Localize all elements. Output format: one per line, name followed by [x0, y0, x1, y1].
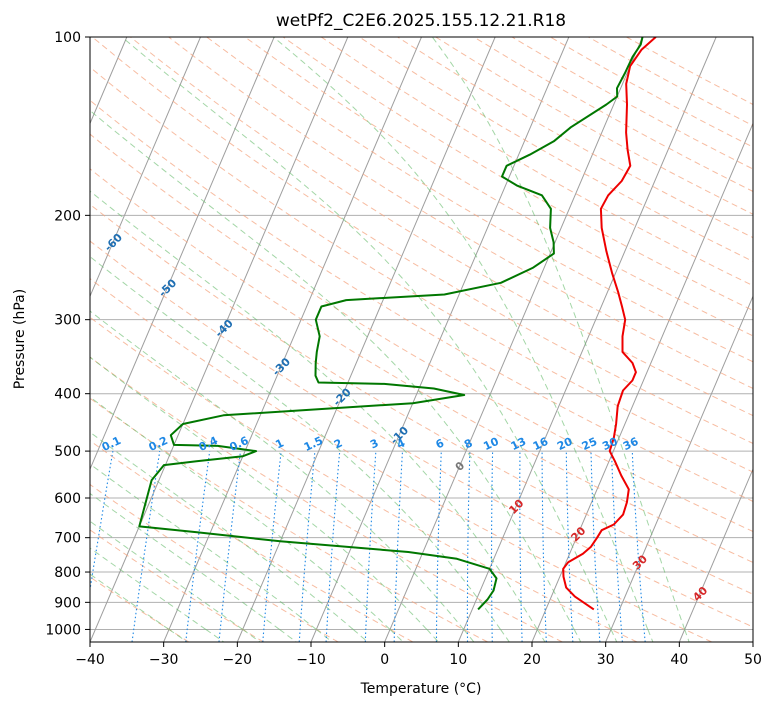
mixing-ratio-line: [467, 451, 470, 642]
isotherm-line: [385, 37, 643, 642]
isotherm-line: [753, 37, 775, 642]
mixing-ratio-line: [520, 451, 522, 642]
dry-adiabat: [359, 37, 775, 642]
isotherm-label: 40: [690, 584, 710, 604]
moist-adiabat: [353, 629, 368, 642]
isotherm-label: -50: [156, 276, 179, 299]
dry-adiabat: [0, 37, 562, 642]
mixing-ratio-label: 20: [555, 435, 575, 453]
x-tick-label: −30: [149, 652, 179, 668]
moist-adiabat: [206, 629, 224, 642]
x-tick-label: 20: [523, 652, 541, 668]
moist-adiabat: [243, 629, 261, 642]
mixing-ratio-line: [612, 451, 623, 642]
mixing-ratio-label: 25: [580, 435, 599, 453]
dry-adiabat: [169, 37, 775, 642]
isotherm-label: -30: [270, 355, 293, 378]
isotherm-line: [90, 37, 348, 642]
dry-adiabat: [0, 37, 189, 642]
dry-adiabat: [0, 37, 712, 642]
mixing-ratio-label: 16: [531, 435, 551, 453]
mixing-ratio-label: 3: [368, 436, 380, 451]
isotherm-label: 10: [506, 497, 526, 517]
x-tick-label: 10: [449, 652, 467, 668]
y-tick-label: 300: [54, 313, 81, 329]
mixing-ratio-label: 36: [621, 435, 641, 453]
moist-adiabat: [574, 629, 581, 642]
x-tick-label: −20: [223, 652, 253, 668]
dry-adiabat: [0, 37, 338, 642]
dry-adiabat: [92, 37, 775, 642]
x-tick-label: 0: [380, 652, 389, 668]
isotherm-label: 30: [630, 552, 650, 572]
y-tick-label: 400: [54, 387, 81, 403]
mixing-ratio-line: [436, 451, 441, 642]
dry-adiabat: [245, 37, 775, 642]
moist-adiabat: [274, 37, 648, 629]
dewpoint-line: [139, 37, 642, 609]
mixing-ratio-label: 1: [273, 436, 285, 451]
x-tick-label: −10: [296, 652, 326, 668]
isotherm-label: -80: [0, 142, 16, 165]
y-tick-label: 600: [54, 491, 81, 507]
isotherm-label: -70: [49, 181, 72, 204]
isotherm-line: [606, 37, 775, 642]
dry-adiabat: [512, 37, 775, 642]
moist-adiabat: [280, 629, 297, 642]
mixing-ratio-line: [632, 451, 645, 642]
mixing-ratio-line: [82, 451, 113, 642]
isotherm-label: 20: [568, 524, 588, 544]
moist-adiabat: [122, 37, 611, 629]
isotherm-label: -20: [331, 385, 354, 408]
mixing-ratio-line: [219, 451, 241, 642]
y-tick-label: 1000: [45, 622, 81, 638]
dry-adiabat: [0, 37, 413, 642]
moist-adiabat: [648, 629, 653, 642]
mixing-ratio-label: 30: [600, 435, 620, 453]
x-axis-label: Temperature (°C): [360, 681, 482, 697]
mixing-ratio-line: [566, 451, 573, 642]
dry-adiabat: [283, 37, 775, 642]
x-tick-label: −40: [75, 652, 105, 668]
moist-adiabat: [169, 629, 187, 642]
y-tick-label: 100: [54, 30, 81, 46]
x-tick-label: 40: [670, 652, 688, 668]
x-tick-label: 30: [597, 652, 615, 668]
y-axis-label: Pressure (hPa): [12, 289, 28, 389]
mixing-ratio-line: [591, 451, 600, 642]
isotherm-label: -60: [102, 231, 125, 254]
mixing-ratio-label: 10: [481, 435, 501, 453]
dry-adiabat: [0, 37, 488, 642]
x-tick-label: 50: [744, 652, 762, 668]
moist-adiabat: [0, 37, 353, 629]
moist-adiabat: [427, 629, 439, 642]
isotherm-label: -10: [388, 424, 411, 447]
moist-adiabat: [0, 37, 280, 629]
isotherm-line: [16, 37, 274, 642]
mixing-ratio-line: [492, 451, 493, 642]
moist-adiabat: [0, 37, 206, 629]
y-tick-label: 900: [54, 595, 81, 611]
isotherm-label: 0: [453, 459, 468, 474]
mixing-ratio-line: [186, 451, 210, 642]
isotherm-line: [237, 37, 495, 642]
y-tick-label: 200: [54, 208, 81, 224]
mixing-ratio-label: 2: [332, 436, 344, 451]
dry-adiabat: [207, 37, 775, 642]
y-tick-label: 500: [54, 444, 81, 460]
isotherm-line: [679, 37, 775, 642]
dry-adiabat: [550, 37, 775, 642]
y-tick-label: 700: [54, 531, 81, 547]
moist-adiabat: [316, 629, 332, 642]
moist-adiabat: [432, 37, 684, 629]
moist-adiabat: [501, 629, 510, 642]
chart-title: wetPf2_C2E6.2025.155.12.21.R18: [276, 11, 566, 31]
mixing-ratio-line: [365, 451, 376, 642]
y-tick-label: 800: [54, 565, 81, 581]
moist-adiabat: [464, 629, 474, 642]
